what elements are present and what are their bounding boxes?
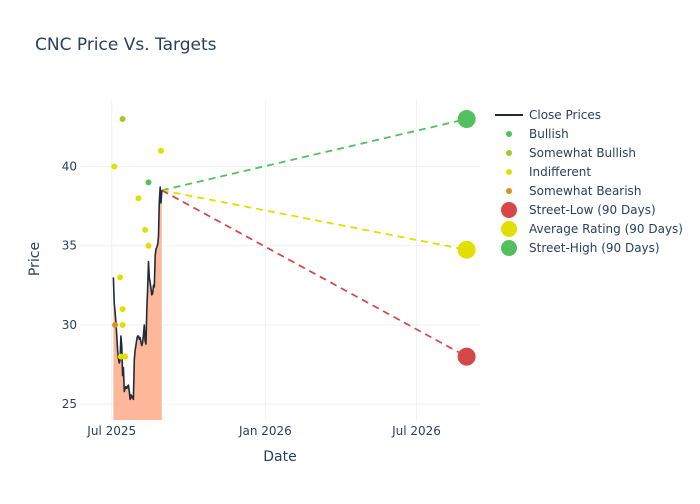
target-lines	[161, 110, 476, 366]
street-high-target-line	[161, 118, 467, 192]
legend-item-somewhat-bearish[interactable]: Somewhat Bearish	[506, 184, 641, 198]
indifferent-rating-marker	[117, 274, 124, 281]
indifferent-rating-marker	[119, 306, 126, 313]
legend-circle-swatch	[501, 240, 517, 256]
x-tick-label: Jul 2025	[86, 424, 136, 438]
indifferent-rating-marker	[135, 195, 142, 202]
y-axis-title: Price	[27, 242, 43, 276]
legend-label: Somewhat Bullish	[529, 146, 636, 160]
legend-item-bullish[interactable]: Bullish	[506, 127, 569, 141]
legend-item-street-high[interactable]: Street-High (90 Days)	[501, 240, 660, 256]
street-low-target-marker	[457, 347, 476, 366]
close-area-fill	[113, 187, 162, 420]
chart-title: CNC Price Vs. Targets	[35, 35, 217, 55]
x-axis-title: Date	[263, 449, 296, 465]
legend-label: Indifferent	[529, 165, 591, 179]
y-tick-label: 35	[62, 239, 77, 253]
close-price-line	[112, 186, 163, 401]
legend-label: Close Prices	[529, 108, 601, 122]
rating-markers	[111, 116, 165, 360]
legend-label: Street-High (90 Days)	[529, 241, 660, 255]
street-low-target-line	[161, 189, 468, 358]
legend-label: Average Rating (90 Days)	[529, 222, 683, 236]
legend-circle-swatch	[501, 202, 517, 218]
somewhat-bearish-rating-marker	[112, 321, 119, 328]
close-price-area	[113, 187, 162, 420]
x-tick-label: Jul 2026	[391, 424, 441, 438]
indifferent-rating-marker	[111, 163, 118, 170]
close-line-layer	[112, 186, 163, 401]
y-tick-label: 25	[62, 397, 77, 411]
legend-dot-swatch	[506, 131, 512, 137]
indifferent-rating-marker	[119, 321, 126, 328]
y-tick-label: 30	[62, 318, 77, 332]
legend-label: Street-Low (90 Days)	[529, 203, 656, 217]
indifferent-rating-marker	[158, 147, 165, 154]
legend-circle-swatch	[501, 221, 517, 237]
legend-dot-swatch	[506, 188, 512, 194]
legend-item-indifferent[interactable]: Indifferent	[506, 165, 591, 179]
street-high-target-marker	[457, 110, 476, 129]
legend-item-average-rating[interactable]: Average Rating (90 Days)	[501, 221, 683, 237]
legend-label: Bullish	[529, 127, 569, 141]
bullish-rating-marker	[145, 179, 152, 186]
legend-label: Somewhat Bearish	[529, 184, 641, 198]
somewhat-bullish-rating-marker	[119, 116, 126, 123]
legend-dot-swatch	[506, 150, 512, 156]
average-rating-target-line	[161, 189, 467, 251]
legend[interactable]: Close Prices Bullish Somewhat Bullish Indif…	[495, 108, 683, 256]
axis-labels: 25 30 35 40 Jul 2025 Jan 2026 Jul 2026	[62, 160, 441, 438]
indifferent-rating-marker	[122, 353, 129, 360]
legend-item-street-low[interactable]: Street-Low (90 Days)	[501, 202, 656, 218]
average-rating-target-marker	[457, 240, 476, 259]
legend-dot-swatch	[506, 169, 512, 175]
indifferent-rating-marker	[145, 242, 152, 249]
x-tick-label: Jan 2026	[238, 424, 292, 438]
indifferent-rating-marker	[117, 353, 124, 360]
indifferent-rating-marker	[142, 226, 149, 233]
legend-item-close-prices[interactable]: Close Prices	[495, 108, 601, 122]
legend-item-somewhat-bullish[interactable]: Somewhat Bullish	[506, 146, 636, 160]
y-tick-label: 40	[62, 160, 77, 174]
